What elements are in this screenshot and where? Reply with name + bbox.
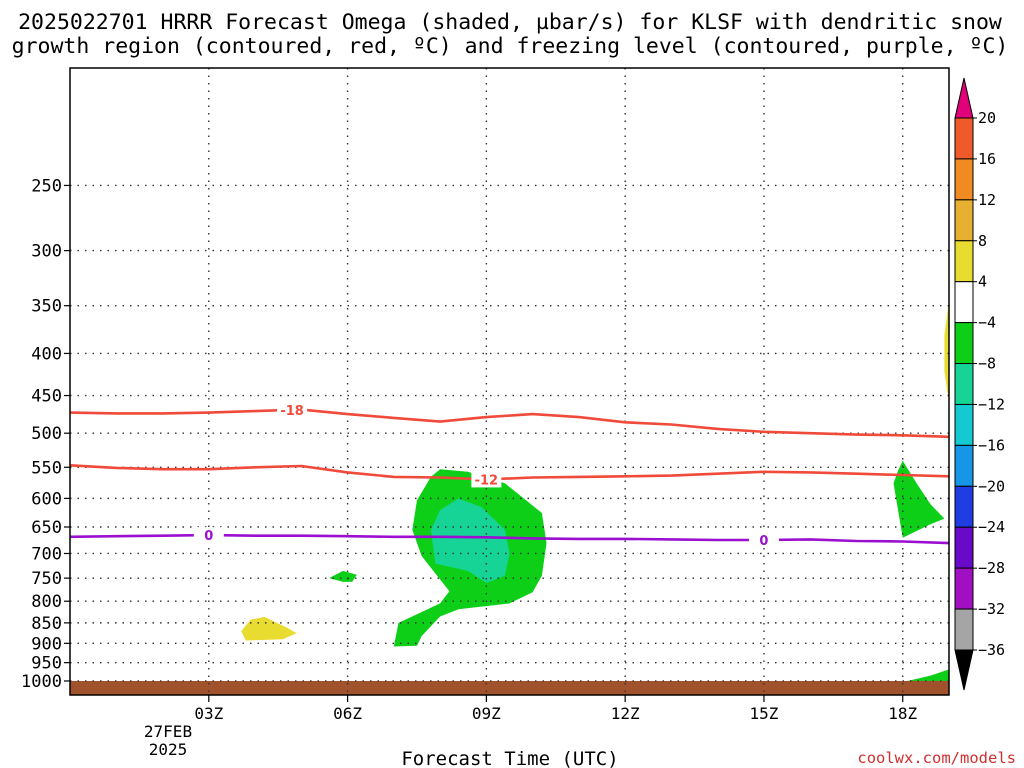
x-tick-label: 15Z [749, 704, 778, 723]
colorbar-swatch [954, 322, 974, 365]
y-tick-label: 700 [31, 544, 62, 564]
contour-line-1 [70, 464, 949, 481]
y-tick-label: 750 [31, 569, 62, 589]
x-date-line-1: 27FEB [144, 722, 192, 741]
colorbar-swatch [954, 567, 974, 610]
y-tick-label: 600 [31, 489, 62, 509]
colorbar-label: −32 [978, 600, 1005, 618]
y-tick-label: 850 [31, 614, 62, 634]
y-tick-label: 300 [31, 242, 62, 262]
colorbar-swatch [954, 240, 974, 283]
contour-label: 0 [204, 529, 213, 544]
colorbar-swatch [954, 526, 974, 569]
colorbar-label: −8 [978, 355, 996, 373]
chart-title: 2025022701 HRRR Forecast Omega (shaded, … [12, 10, 1009, 59]
credit-text: coolwx.com/models [857, 749, 1016, 767]
colorbar-label: −16 [978, 436, 1005, 454]
y-tick-label: 450 [31, 387, 62, 407]
contour-label-bg [277, 401, 308, 418]
colorbar-label: −4 [978, 314, 996, 332]
x-tick-label: 03Z [194, 704, 223, 723]
colorbar-swatch [954, 281, 974, 324]
contour-label-bg [193, 527, 224, 544]
omega-region-6 [907, 669, 949, 681]
colorbar-swatch [954, 158, 974, 201]
omega-region-4 [893, 460, 945, 538]
terrain-fill [70, 680, 949, 695]
contour-label: -12 [475, 473, 499, 488]
colorbar-label: 8 [978, 232, 987, 250]
y-tick-label: 800 [31, 592, 62, 612]
omega-region-5 [944, 300, 949, 404]
y-tick-label: 250 [31, 176, 62, 196]
y-tick-label: 650 [31, 518, 62, 538]
colorbar-swatch [954, 485, 974, 528]
colorbar-swatch [954, 444, 974, 487]
y-tick-label: 950 [31, 654, 62, 674]
colorbar-bottom-arrow [954, 649, 974, 691]
x-tick-label: 12Z [611, 704, 640, 723]
omega-shading [241, 300, 949, 681]
colorbar-label: 16 [978, 150, 996, 168]
colorbar-label: 20 [978, 109, 996, 127]
contour-label-bg [748, 531, 779, 548]
x-axis: 03Z 06Z 09Z 12Z 15Z 18Z [194, 695, 918, 723]
title-line-1: 2025022701 HRRR Forecast Omega (shaded, … [18, 10, 1002, 35]
title-line-2: growth region (contoured, red, ºC) and f… [12, 34, 1009, 59]
y-tick-label: 500 [31, 424, 62, 444]
colorbar-label: −12 [978, 395, 1005, 413]
x-tick-label: 18Z [888, 704, 917, 723]
colorbar-label: 12 [978, 191, 996, 209]
x-tick-label: 06Z [333, 704, 362, 723]
y-tick-label: 550 [31, 458, 62, 478]
plot-frame [69, 67, 950, 696]
terrain [70, 680, 949, 695]
omega-region-3 [241, 616, 297, 641]
y-tick-label: 1000 [21, 672, 62, 692]
x-axis-label: Forecast Time (UTC) [401, 748, 618, 768]
omega-region-2 [329, 570, 357, 582]
colorbar-label: −36 [978, 641, 1005, 659]
colorbar-swatch [954, 199, 974, 242]
colorbar-top-arrow [954, 77, 974, 119]
contour-label-bg [471, 471, 502, 488]
colorbar-label: 4 [978, 273, 987, 291]
contour-label: -18 [280, 404, 304, 419]
omega-region-1 [430, 498, 510, 583]
y-tick-label: 350 [31, 297, 62, 317]
y-tick-label: 900 [31, 634, 62, 654]
x-tick-label: 09Z [472, 704, 501, 723]
colorbar-label: −28 [978, 559, 1005, 577]
contour-label: 0 [759, 534, 768, 549]
colorbar: 20 16 12 8 4 −4 −8 −12 −16 −20 −24 −28 −32 −36 [954, 77, 1005, 691]
y-axis: 2503003504004505005506006507007508008509… [21, 176, 70, 692]
colorbar-swatch [954, 363, 974, 405]
colorbar-swatch [954, 608, 974, 651]
y-tick-label: 400 [31, 344, 62, 364]
contour-line-0 [70, 408, 949, 439]
contours: -18 -12 0 0 [70, 401, 949, 549]
colorbar-label: −24 [978, 518, 1005, 536]
colorbar-swatch [954, 403, 974, 446]
colorbar-label: −20 [978, 477, 1005, 495]
x-date-line-2: 2025 [149, 740, 188, 759]
colorbar-swatch [954, 117, 974, 160]
